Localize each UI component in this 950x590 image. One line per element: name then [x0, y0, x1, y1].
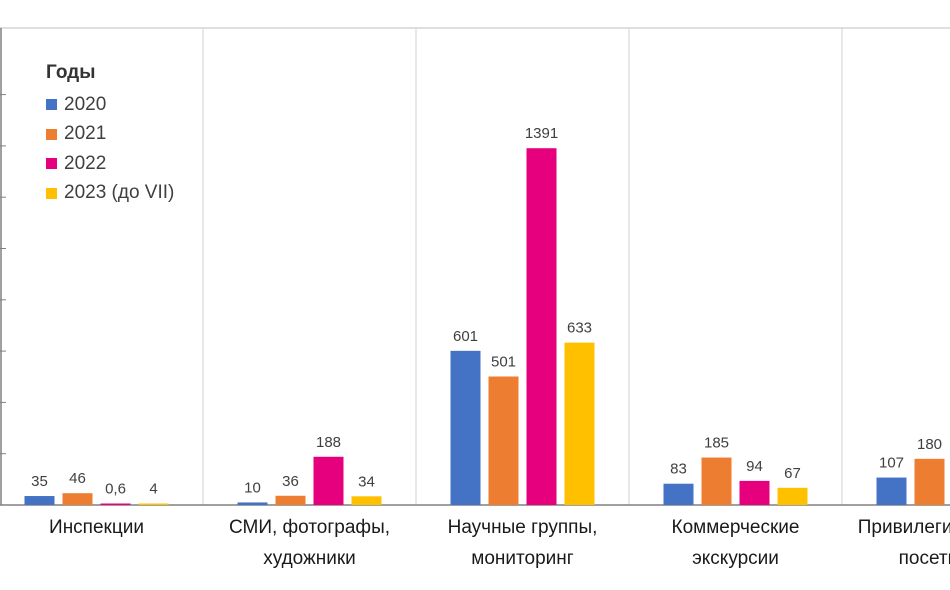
- bar-2021-4: [914, 458, 945, 505]
- data-labels: 35 46 0,6 4 10 36 188 34 601 501 1391 633 83 185 94 67 1…: [31, 125, 942, 498]
- legend-item-2021: 2021: [46, 120, 174, 150]
- category-label: Научные группы,: [448, 517, 598, 538]
- legend-title: Годы: [46, 62, 96, 83]
- bar-2022-2: [526, 148, 557, 505]
- bar-2022-3: [739, 480, 770, 505]
- legend-swatch: [46, 187, 57, 199]
- legend-item-2023: 2023 (до VII): [46, 179, 174, 209]
- data-label: 94: [746, 458, 763, 475]
- data-label: 35: [31, 473, 48, 490]
- data-label: 601: [453, 328, 478, 345]
- data-label: 10: [244, 479, 261, 496]
- data-label: 67: [784, 465, 801, 482]
- bar-2021-2: [488, 376, 519, 505]
- data-label: 1391: [525, 125, 558, 142]
- data-label: 188: [316, 434, 341, 451]
- category-label: СМИ, фотографы,: [229, 517, 390, 538]
- data-label: 34: [358, 473, 375, 490]
- bar-2023VII-1: [351, 496, 382, 505]
- category-labels: Инспекции СМИ, фотографы, художники Научные…: [49, 517, 950, 569]
- bar-2022-0: [100, 503, 131, 505]
- legend-label: 2023 (до VII): [64, 182, 175, 204]
- bar-2023VII-0: [138, 503, 169, 505]
- bar-2021-3: [701, 457, 732, 505]
- category-label: посетители: [899, 548, 950, 569]
- legend: Годы 2020 2021 2022 2023 (до VII): [46, 62, 174, 208]
- bar-2020-2: [450, 350, 481, 505]
- category-gridlines: [0, 27, 950, 505]
- data-label: 36: [282, 473, 299, 490]
- data-label: 46: [69, 470, 86, 487]
- legend-swatch: [46, 128, 57, 140]
- bar-2023VII-3: [777, 487, 808, 505]
- category-label: художники: [263, 548, 356, 569]
- category-label: Инспекции: [49, 517, 144, 538]
- data-label: 633: [567, 320, 592, 337]
- legend-item-2020: 2020: [46, 90, 174, 120]
- legend-label: 2021: [64, 123, 107, 145]
- bar-2020-0: [24, 496, 55, 505]
- data-label: 107: [879, 455, 904, 472]
- data-label: 185: [704, 435, 729, 452]
- bar-marks: [24, 148, 945, 505]
- bar-2021-0: [62, 493, 93, 505]
- data-label: 4: [149, 481, 157, 498]
- data-label: 501: [491, 353, 516, 370]
- legend-swatch: [46, 158, 57, 170]
- bar-2020-4: [876, 477, 907, 505]
- legend-label: 2022: [64, 152, 107, 174]
- data-label: 83: [670, 461, 687, 478]
- bar-2023VII-2: [564, 342, 595, 505]
- category-label: мониторинг: [471, 548, 573, 569]
- data-label: 180: [917, 436, 942, 453]
- legend-swatch: [46, 99, 57, 111]
- category-label: экскурсии: [692, 548, 779, 569]
- category-label: Коммерческие: [672, 517, 800, 538]
- legend-label: 2020: [64, 93, 107, 115]
- category-label: Привилегированные: [858, 517, 950, 538]
- bar-2020-3: [663, 483, 694, 505]
- bar-2022-1: [313, 456, 344, 505]
- bar-2020-1: [237, 502, 268, 505]
- data-label: 0,6: [105, 481, 126, 498]
- bar-2021-1: [275, 495, 306, 505]
- legend-item-2022: 2022: [46, 149, 174, 179]
